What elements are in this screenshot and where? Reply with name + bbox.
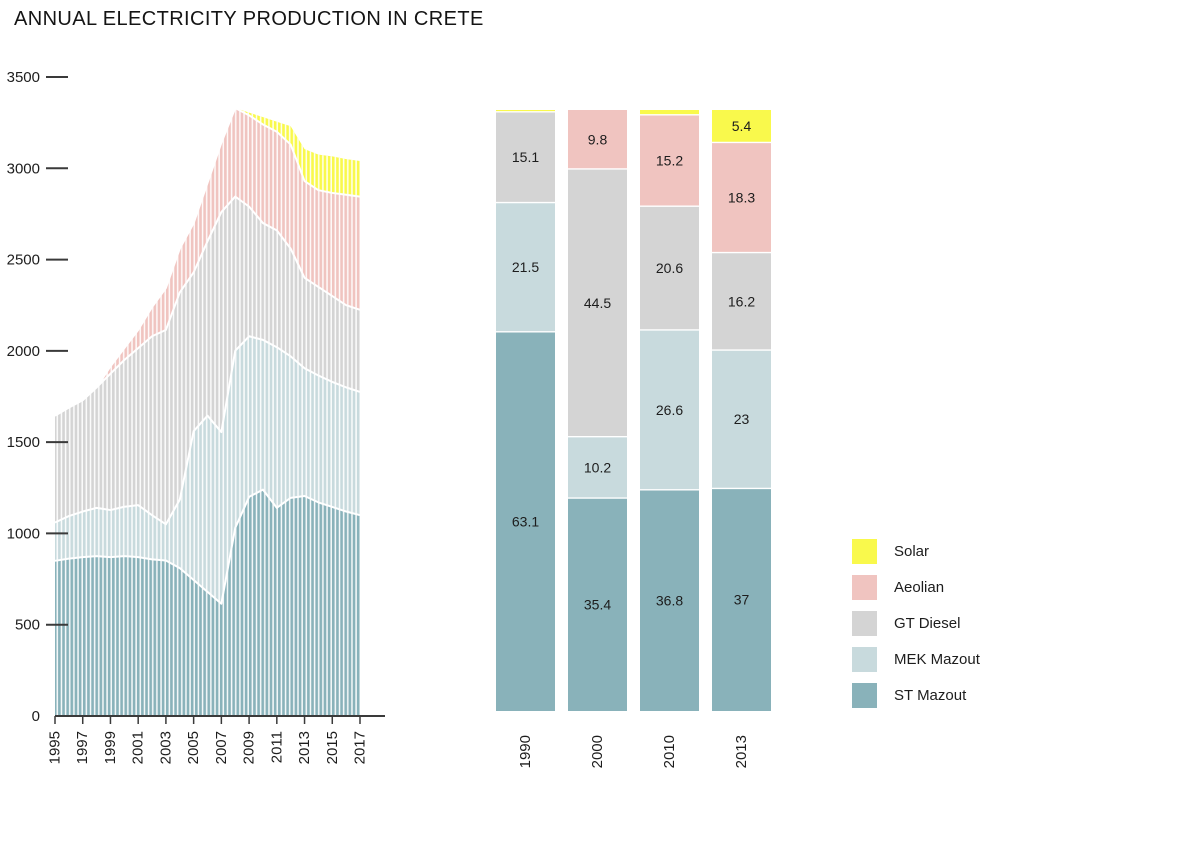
bar-segment-st-mazout-2013 [712,488,771,711]
bar-value-label: 20.6 [656,260,683,276]
legend-label-solar: Solar [894,543,930,560]
y-axis-label: 0 [32,708,40,725]
legend-label-st-mazout: ST Mazout [894,687,967,704]
bar-segment-mek-mazout-2013 [712,350,771,489]
bar-segment-mek-mazout-2010 [640,329,699,490]
y-axis-label: 500 [15,617,40,634]
area-stripe-overlay [55,108,360,716]
legend-item-solar: Solar [852,539,980,564]
bar-category-label: 2000 [589,735,606,768]
area-chart: 3500 3000 2500 2000 1500 1000 500 0 1995 1997 1999… [7,69,385,764]
bar-value-label: 23 [734,411,750,427]
x-axis-label: 2005 [185,731,202,764]
legend-item-gt-diesel: GT Diesel [852,611,980,636]
area-boundary-st-mazout-top [54,488,361,605]
x-axis-label: 1995 [47,731,64,764]
area-boundary-aeolian-top [54,107,361,417]
bar-value-label: 36.8 [656,592,683,608]
bar-value-label: 9.8 [588,131,608,147]
legend-label-aeolian: Aeolian [894,579,945,596]
area-boundary-gt-diesel-top [54,195,361,417]
bar-segment-st-mazout-2000 [568,498,627,711]
bar-value-label: 26.6 [656,402,683,418]
bar-value-label: 5.4 [732,118,752,134]
bar-value-label: 21.5 [512,259,539,275]
legend-swatch-aeolian [852,575,877,600]
legend-label-gt-diesel: GT Diesel [894,615,961,632]
bar-segment-aeolian-2013 [712,142,771,253]
legend: Solar Aeolian GT Diesel MEK Mazout ST Ma… [852,539,980,719]
y-axis-label: 3500 [7,69,40,86]
bar-segment-st-mazout-2010 [640,489,699,711]
bar-value-label: 15.1 [512,149,539,165]
bar-value-label: 35.4 [584,597,611,613]
bar-value-label: 10.2 [584,459,611,475]
y-axis-label: 2500 [7,252,40,269]
bar-category-label: 1990 [517,735,534,768]
bar-segment-solar-2010 [640,110,699,115]
bar-value-label: 44.5 [584,295,611,311]
legend-label-mek-mazout: MEK Mazout [894,651,980,668]
legend-swatch-solar [852,539,877,564]
bar-value-label: 18.3 [728,190,755,206]
x-axis-label: 2007 [213,731,230,764]
bar-value-label: 37 [734,592,750,608]
bar-chart: 63.1 21.5 15.1 1990 35.4 10.2 44.5 9.8 2000 36.8 2… [496,110,771,768]
chart-title: ANNUAL ELECTRICITY PRODUCTION IN CRETE [14,8,484,30]
legend-item-aeolian: Aeolian [852,575,980,600]
x-axis-label: 1999 [102,731,119,764]
x-axis-label: 2009 [241,731,258,764]
x-axis-label: 2001 [130,731,147,764]
bar-segment-gt-diesel-2000 [568,168,627,437]
bar-segment-gt-diesel-2013 [712,252,771,351]
y-axis-label: 2000 [7,343,40,360]
y-axis-label: 1500 [7,434,40,451]
y-axis-label: 3000 [7,160,40,177]
bar-segment-mek-mazout-2000 [568,436,627,499]
legend-item-mek-mazout: MEK Mazout [852,647,980,672]
x-axis-label: 2003 [157,731,174,764]
bar-segment-solar-2013 [712,110,771,143]
y-axis-label: 1000 [7,525,40,542]
x-axis-label: 2013 [296,731,313,764]
area-boundary-mek-mazout-top [54,335,361,526]
bar-value-label: 63.1 [512,513,539,529]
legend-swatch-st-mazout [852,683,877,708]
bar-value-label: 15.2 [656,152,683,168]
legend-item-st-mazout: ST Mazout [852,683,980,708]
bar-segment-gt-diesel-2010 [640,206,699,330]
x-axis-label: 2011 [268,731,285,763]
bar-segment-aeolian-2000 [568,110,627,169]
legend-swatch-mek-mazout [852,647,877,672]
bar-segment-solar-1990 [496,110,555,112]
bar-segment-gt-diesel-1990 [496,111,555,203]
x-axis-label: 2017 [352,731,369,764]
bar-category-label: 2013 [733,735,750,768]
x-axis-label: 2015 [324,731,341,764]
x-axis-label: 1997 [74,731,91,764]
bar-value-label: 16.2 [728,293,755,309]
bar-segment-st-mazout-1990 [496,331,555,711]
bar-category-label: 2010 [661,735,678,768]
legend-swatch-gt-diesel [852,611,877,636]
bar-segment-mek-mazout-1990 [496,202,555,332]
bar-segment-aeolian-2010 [640,114,699,207]
